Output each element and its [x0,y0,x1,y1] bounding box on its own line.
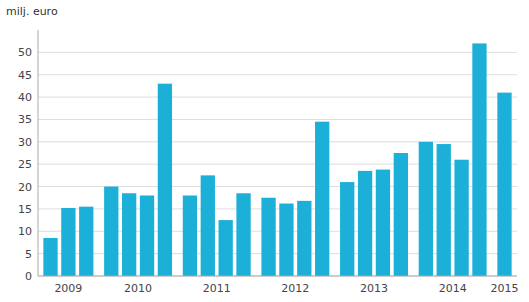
x-group-label: 2010 [124,282,152,295]
bar [158,84,172,276]
bars [43,43,511,276]
chart-container: 0 5 10 15 20 25 30 35 40 45 50 2009 2010 2011 2012 2013… [0,0,529,302]
x-group-label: 2009 [54,282,82,295]
x-group-label: 2013 [360,282,388,295]
bar [419,142,433,276]
bar [315,122,329,276]
y-tick-label: 10 [18,225,32,238]
bar [61,208,75,276]
y-axis-line [38,30,39,276]
y-axis-label: milj. euro [6,5,58,18]
y-tick-label: 40 [18,91,32,104]
bar [261,198,275,276]
x-axis-line [38,276,517,277]
bar [122,193,136,276]
bar [104,187,118,276]
bar [437,144,451,276]
grid-line [38,119,517,120]
bar [79,207,93,276]
bar [454,160,468,276]
bar [279,204,293,276]
grid-line [38,97,517,98]
bar [219,220,233,276]
x-group-label: 2011 [203,282,231,295]
bar [358,171,372,276]
grid [38,52,517,276]
bar [297,201,311,276]
bar [183,195,197,276]
grid-line [38,141,517,142]
y-tick-label: 35 [18,113,32,126]
chart: 0 5 10 15 20 25 30 35 40 45 50 2009 2010 2011 2012 2013… [0,0,529,302]
grid-line [38,52,517,53]
bar [340,182,354,276]
bar [201,175,215,276]
x-group-label: 2015 [490,282,518,295]
bar [497,93,511,276]
x-group-label: 2012 [281,282,309,295]
grid-line [38,74,517,75]
bar [236,193,250,276]
y-tick-label: 30 [18,136,32,149]
bar [394,153,408,276]
y-tick-label: 5 [25,248,32,261]
y-tick-label: 45 [18,69,32,82]
x-group-label: 2014 [439,282,467,295]
bar [43,238,57,276]
bar [140,195,154,276]
y-tick-label: 20 [18,181,32,194]
y-tick-label: 0 [25,270,32,283]
bar [376,170,390,276]
y-tick-label: 25 [18,158,32,171]
bar [472,43,486,276]
grid-line [38,276,517,277]
y-tick-label: 50 [18,46,32,59]
y-tick-label: 15 [18,203,32,216]
